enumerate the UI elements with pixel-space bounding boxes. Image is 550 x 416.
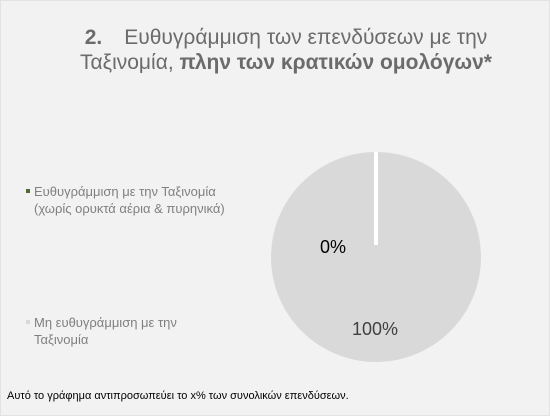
legend-label-not-aligned-line2: Ταξινομία xyxy=(34,332,89,347)
legend-marker-not-aligned xyxy=(26,320,30,324)
legend-label-not-aligned-line1: Μη ευθυγράμμιση με την xyxy=(34,315,177,330)
legend-marker-aligned xyxy=(26,189,30,193)
legend-label-aligned-line2: (χωρίς ορυκτά αέρια & πυρηνικά) xyxy=(34,201,225,216)
data-label-not-aligned: 100% xyxy=(352,319,398,339)
title-bold-text: πλην των κρατικών ομολόγων* xyxy=(179,51,492,74)
title-text: Ευθυγράμμιση των επενδύσεων με την Ταξιν… xyxy=(80,26,488,74)
legend-item-not-aligned: Μη ευθυγράμμιση με την Ταξινομία xyxy=(26,314,294,348)
pie-slice-not-aligned xyxy=(271,152,481,362)
legend-item-aligned: Ευθυγράμμιση με την Ταξινομία (χωρίς ορυ… xyxy=(26,183,294,217)
footnote: Αυτό το γράφημα αντιπροσωπεύει το x% των… xyxy=(7,390,349,402)
title-number: 2. xyxy=(84,26,103,49)
data-label-aligned: 0% xyxy=(320,237,346,257)
legend-label-aligned-line1: Ευθυγράμμιση με την Ταξινομία xyxy=(34,184,216,199)
chart-title: 2. Ευθυγράμμιση των επενδύσεων με την Ταξ… xyxy=(41,25,531,75)
